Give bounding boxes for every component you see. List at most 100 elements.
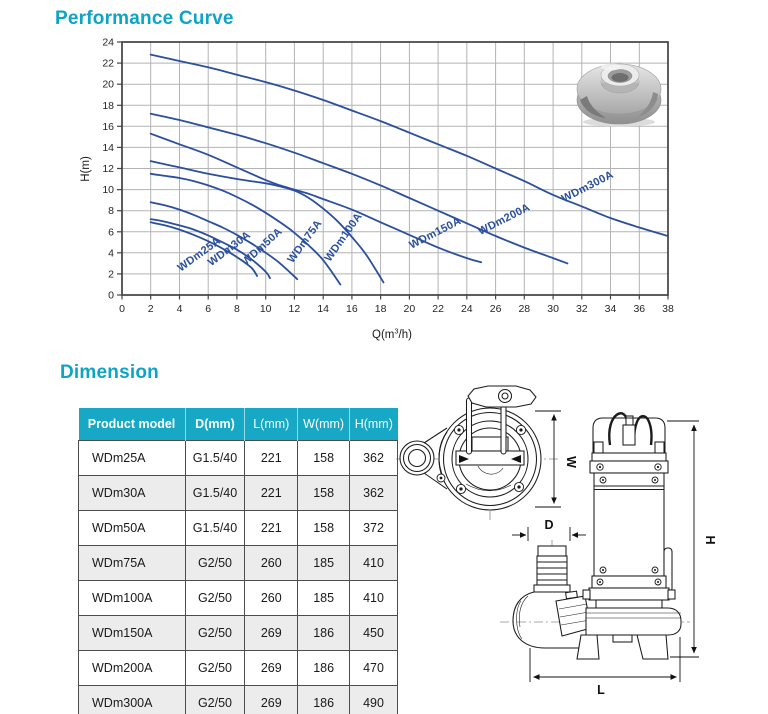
dim-d-label: D: [544, 518, 553, 532]
plot-border: [121, 41, 669, 296]
value-cell: 186: [297, 650, 351, 686]
y-tick-label: 0: [108, 290, 114, 302]
table-row: WDm300A G2/50 269 186 490: [78, 685, 398, 714]
table-row: WDm50A G1.5/40 221 158 372: [78, 510, 398, 546]
model-cell: WDm100A: [78, 580, 186, 616]
y-tick-label: 10: [102, 184, 114, 196]
value-cell: 269: [244, 685, 299, 714]
value-cell: G1.5/40: [184, 475, 246, 511]
value-cell: 221: [244, 475, 299, 511]
x-tick-label: 8: [234, 303, 240, 315]
curve-label-WDm75A: WDm75A: [285, 218, 324, 266]
x-tick-label: 22: [432, 303, 444, 315]
value-cell: 186: [297, 615, 351, 651]
dim-h-label: H: [703, 535, 717, 544]
table-row: WDm30A G1.5/40 221 158 362: [78, 475, 398, 511]
value-cell: 372: [349, 510, 398, 546]
value-cell: 450: [349, 615, 398, 651]
value-cell: G1.5/40: [184, 440, 246, 476]
x-tick-label: 14: [317, 303, 329, 315]
model-cell: WDm300A: [78, 685, 186, 714]
value-cell: 185: [297, 545, 351, 581]
dim-w-label: W: [564, 456, 578, 468]
x-tick-label: 18: [375, 303, 387, 315]
pump-top-view: W: [396, 385, 578, 522]
curve-WDm300A: [149, 53, 669, 237]
curve-WDm30A: [149, 218, 271, 279]
y-tick-label: 16: [102, 121, 114, 133]
y-axis-title: H(m): [80, 156, 92, 182]
value-cell: G2/50: [184, 580, 246, 616]
y-tick-label: 12: [102, 163, 114, 175]
value-cell: 185: [297, 580, 351, 616]
y-tick-label: 8: [108, 205, 114, 217]
y-tick-label: 14: [102, 142, 114, 154]
value-cell: 362: [349, 440, 398, 476]
curve-label-WDm200A: WDm200A: [476, 201, 532, 237]
x-tick-label: 30: [547, 303, 559, 315]
curve-label-WDm300A: WDm300A: [560, 169, 616, 205]
column-header-product-model: Product model: [78, 408, 186, 441]
value-cell: 221: [244, 440, 299, 476]
y-tick-label: 6: [108, 226, 114, 238]
value-cell: G2/50: [184, 650, 246, 686]
value-cell: 269: [244, 615, 299, 651]
model-cell: WDm25A: [78, 440, 186, 476]
x-tick-label: 2: [148, 303, 154, 315]
dimension-table: Product model D(mm) L(mm) W(mm) H(mm) WDm25A…: [78, 408, 398, 714]
y-tick-label: 24: [102, 37, 114, 49]
x-tick-label: 12: [289, 303, 301, 315]
value-cell: G2/50: [184, 615, 246, 651]
x-tick-label: 4: [177, 303, 183, 315]
value-cell: 158: [297, 510, 351, 546]
performance-curve-title: Performance Curve: [55, 8, 234, 29]
y-tick-label: 2: [108, 268, 114, 280]
y-tick-label: 22: [102, 58, 114, 70]
performance-curve-chart: 0 2 4 6 8 10 12 14 16 18 20 22 24 26 28 30 32 34 36 3802468…: [80, 37, 674, 342]
x-tick-label: 6: [205, 303, 211, 315]
table-row: WDm200A G2/50 269 186 470: [78, 650, 398, 686]
value-cell: 221: [244, 510, 299, 546]
model-cell: WDm75A: [78, 545, 186, 581]
curve-WDm150A: [149, 132, 483, 264]
model-cell: WDm200A: [78, 650, 186, 686]
x-tick-label: 24: [461, 303, 473, 315]
value-cell: 158: [297, 475, 351, 511]
curve-WDm50A: [149, 201, 299, 281]
dimension-title: Dimension: [60, 362, 159, 383]
curve-WDm25A: [149, 221, 258, 277]
column-header-w-mm: W(mm): [297, 408, 351, 441]
x-tick-label: 32: [576, 303, 588, 315]
x-tick-label: 20: [404, 303, 416, 315]
model-cell: WDm30A: [78, 475, 186, 511]
value-cell: 260: [244, 545, 299, 581]
model-cell: WDm50A: [78, 510, 186, 546]
column-header-l-mm: L(mm): [244, 408, 299, 441]
value-cell: 470: [349, 650, 398, 686]
x-tick-label: 0: [119, 303, 125, 315]
x-tick-label: 16: [346, 303, 358, 315]
x-tick-label: 10: [260, 303, 272, 315]
x-tick-label: 36: [633, 303, 645, 315]
value-cell: 260: [244, 580, 299, 616]
column-header-d-mm: D(mm): [185, 408, 246, 441]
value-cell: G2/50: [184, 545, 246, 581]
x-tick-label: 26: [490, 303, 502, 315]
table-row: WDm100A G2/50 260 185 410: [78, 580, 398, 616]
value-cell: 158: [297, 440, 351, 476]
x-tick-label: 34: [605, 303, 617, 315]
model-cell: WDm150A: [78, 615, 186, 651]
value-cell: 410: [349, 580, 398, 616]
y-tick-label: 18: [102, 100, 114, 112]
curve-WDm100A: [149, 160, 385, 284]
curve-WDm75A: [149, 172, 342, 286]
x-tick-label: 28: [518, 303, 530, 315]
impeller-image: [576, 63, 662, 127]
value-cell: 362: [349, 475, 398, 511]
table-header-row: Product model D(mm) L(mm) W(mm) H(mm): [78, 408, 398, 441]
column-header-h-mm: H(mm): [349, 408, 398, 441]
value-cell: 490: [349, 685, 398, 714]
dim-l-label: L: [597, 683, 605, 697]
y-tick-label: 20: [102, 79, 114, 91]
